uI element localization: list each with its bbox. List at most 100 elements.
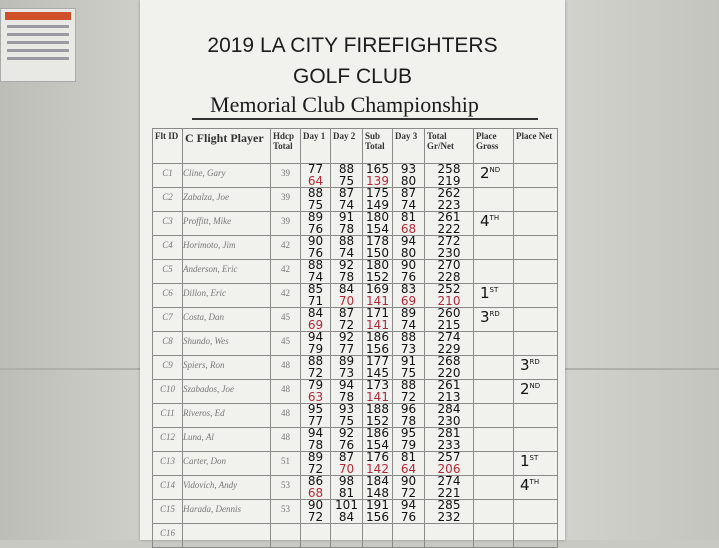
handicap: 42 bbox=[270, 283, 301, 308]
subtotal-cell: 175 149 bbox=[362, 186, 393, 212]
day1-cell: 89 76 bbox=[300, 210, 331, 236]
total-gross: 257 bbox=[437, 450, 461, 464]
subtotal-net: 149 bbox=[366, 197, 389, 212]
day1-cell: 88 72 bbox=[300, 355, 331, 380]
table-row: C5 Anderson, Eric 42 88 74 92 78 180 152… bbox=[152, 258, 558, 284]
day1-net: 68 bbox=[307, 485, 324, 500]
place-gross-suffix: ND bbox=[489, 166, 501, 174]
day2-net: 75 bbox=[338, 413, 355, 428]
day1-net: 72 bbox=[307, 461, 324, 476]
header-place-net: Place Net bbox=[513, 128, 558, 164]
place-net-suffix: RD bbox=[529, 358, 540, 366]
day3-net: 76 bbox=[400, 509, 417, 524]
player-name bbox=[182, 523, 271, 548]
place-net bbox=[513, 331, 558, 356]
day2-cell: 94 78 bbox=[330, 379, 363, 404]
day3-net: 72 bbox=[400, 389, 417, 404]
place-net bbox=[513, 523, 558, 548]
player-name: Harada, Dennis bbox=[182, 499, 271, 524]
day3-gross: 90 bbox=[400, 474, 417, 488]
total-cell: 260 215 bbox=[424, 307, 474, 332]
place-net bbox=[513, 211, 558, 236]
day3-gross: 89 bbox=[400, 306, 417, 320]
place-gross: 4TH bbox=[473, 211, 514, 236]
header-hdcp: Hdcp Total bbox=[270, 128, 301, 164]
total-net: 219 bbox=[437, 173, 461, 188]
header-day3: Day 3 bbox=[392, 128, 425, 164]
day2-net: 78 bbox=[338, 221, 355, 236]
day2-gross: 91 bbox=[338, 210, 355, 224]
header-flt-id: Flt ID bbox=[152, 128, 183, 164]
day1-gross: 90 bbox=[307, 498, 324, 512]
day3-cell: 94 76 bbox=[392, 499, 425, 524]
total-cell: 284 230 bbox=[424, 403, 474, 428]
day3-gross: 81 bbox=[400, 450, 417, 464]
place-gross bbox=[473, 499, 514, 524]
day3-net: 80 bbox=[400, 245, 417, 260]
table-row: C7 Costa, Dan 45 84 69 87 72 171 141 89 … bbox=[152, 306, 558, 332]
table-row: C15 Harada, Dennis 53 90 72 101 84 191 1… bbox=[152, 498, 558, 524]
day2-gross: 89 bbox=[338, 354, 355, 368]
day1-cell: 85 71 bbox=[300, 282, 331, 308]
title-underline bbox=[192, 118, 538, 120]
day2-cell: 88 75 bbox=[330, 163, 363, 188]
total-net: 233 bbox=[437, 437, 461, 452]
flt-id: C6 bbox=[152, 283, 183, 308]
day2-net: 72 bbox=[338, 317, 355, 332]
subtotal-gross: 171 bbox=[366, 306, 389, 320]
wall-background-left bbox=[0, 0, 140, 540]
player-name: Spiers, Ron bbox=[182, 355, 271, 380]
flt-id: C11 bbox=[152, 403, 183, 428]
place-gross-value: 1 bbox=[480, 284, 490, 302]
player-name: Szabados, Joe bbox=[182, 379, 271, 404]
subtotal-cell: 169 141 bbox=[362, 282, 393, 308]
day3-net: 72 bbox=[400, 485, 417, 500]
place-net: 2ND bbox=[513, 379, 558, 404]
day3-net bbox=[393, 536, 424, 548]
day2-net: 75 bbox=[338, 173, 355, 188]
day1-net: 76 bbox=[307, 245, 324, 260]
day2-gross: 92 bbox=[338, 258, 355, 272]
flt-id: C12 bbox=[152, 427, 183, 452]
table-row: C12 Luna, Al 48 94 78 92 76 186 154 95 7… bbox=[152, 427, 558, 452]
wall-notice-sticker bbox=[0, 8, 76, 82]
day2-cell: 91 78 bbox=[330, 210, 363, 236]
day3-gross: 88 bbox=[400, 378, 417, 392]
player-name: Riveros, Ed bbox=[182, 403, 271, 428]
day1-cell: 94 79 bbox=[300, 331, 331, 356]
total-net: 228 bbox=[437, 269, 461, 284]
total-net: 230 bbox=[437, 413, 461, 428]
day1-gross: 85 bbox=[307, 282, 324, 296]
flt-id: C16 bbox=[152, 523, 183, 548]
total-cell: 274 229 bbox=[424, 331, 474, 356]
day3-net: 74 bbox=[400, 197, 417, 212]
header-place-gross: Place Gross bbox=[473, 128, 514, 164]
day3-net: 68 bbox=[400, 221, 417, 236]
total-net: 210 bbox=[437, 293, 461, 308]
total-gross: 285 bbox=[437, 498, 461, 512]
day1-gross: 89 bbox=[307, 210, 324, 224]
place-gross: 2ND bbox=[473, 163, 514, 188]
day3-gross: 88 bbox=[400, 330, 417, 344]
day1-gross: 86 bbox=[307, 474, 324, 488]
total-cell bbox=[424, 523, 474, 548]
day2-gross: 87 bbox=[338, 186, 355, 200]
table-row: C10 Szabados, Joe 48 79 63 94 78 173 141… bbox=[152, 378, 558, 404]
total-cell: 252 210 bbox=[424, 283, 474, 308]
place-gross-value: 4 bbox=[480, 212, 490, 230]
place-net bbox=[513, 283, 558, 308]
total-cell: 258 219 bbox=[424, 163, 474, 188]
subtotal-gross: 169 bbox=[366, 282, 389, 296]
subtotal-gross: 175 bbox=[366, 186, 389, 200]
total-gross: 270 bbox=[437, 258, 461, 272]
wall-background-right bbox=[565, 0, 719, 540]
place-gross bbox=[473, 235, 514, 260]
subtotal-cell: 178 150 bbox=[362, 235, 393, 260]
day2-cell: 89 73 bbox=[330, 354, 363, 380]
handicap: 39 bbox=[270, 187, 301, 212]
day2-net: 78 bbox=[338, 269, 355, 284]
place-net bbox=[513, 235, 558, 260]
place-net: 1ST bbox=[513, 451, 558, 476]
day2-gross: 87 bbox=[338, 306, 355, 320]
day2-cell: 87 74 bbox=[330, 186, 363, 212]
